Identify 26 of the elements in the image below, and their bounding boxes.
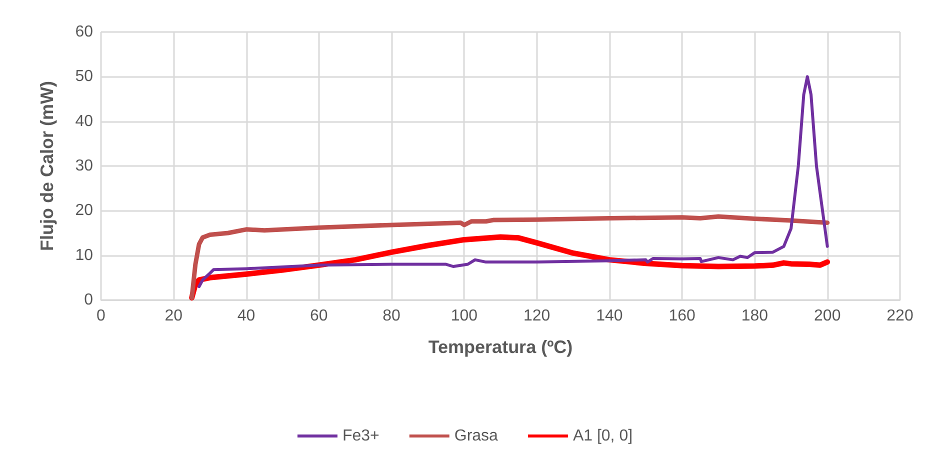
- y-tick-label: 50: [75, 68, 94, 86]
- x-tick-label: 220: [886, 308, 914, 324]
- y-tick-label: 60: [75, 24, 94, 40]
- x-tick-label: 160: [668, 308, 696, 324]
- legend-label: Fe3+: [342, 428, 380, 444]
- x-tick-label: 100: [450, 308, 478, 324]
- y-axis-title: Flujo de Calor (mW): [37, 81, 57, 251]
- y-tick-label: 20: [75, 202, 94, 220]
- y-tick-label: 10: [75, 246, 94, 264]
- y-tick-label: 0: [84, 292, 94, 308]
- y-tick-label: 40: [75, 112, 94, 130]
- x-axis-title: Temperatura (ºC): [428, 337, 573, 357]
- x-tick-label: 200: [814, 308, 841, 324]
- legend-label: Grasa: [454, 428, 498, 444]
- y-tick-label: 30: [75, 158, 94, 174]
- x-tick-label: 120: [523, 308, 550, 324]
- line-series: [190, 214, 830, 300]
- legend-label: A1 [0, 0]: [572, 428, 633, 444]
- x-tick-label: 180: [741, 308, 768, 324]
- line-series: [198, 75, 829, 288]
- x-tick-label: 80: [382, 308, 401, 324]
- x-tick-label: 20: [164, 308, 183, 324]
- x-tick-label: 140: [596, 308, 623, 324]
- x-tick-label: 40: [237, 308, 256, 324]
- x-tick-label: 60: [310, 308, 328, 324]
- x-tick-label: 0: [96, 308, 106, 324]
